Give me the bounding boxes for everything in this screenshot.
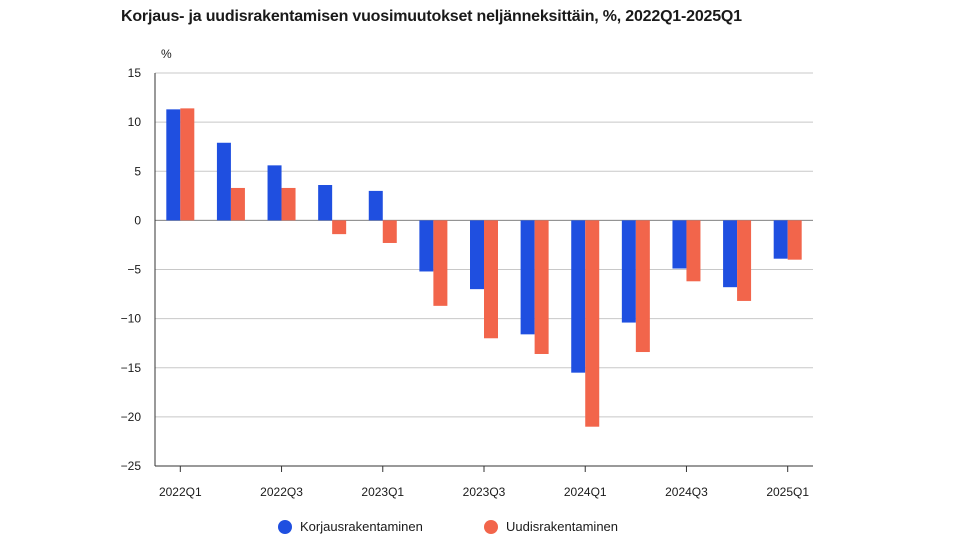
bar-uudisrakentaminen-2023q1 [382, 220, 397, 243]
bar-uudisrakentaminen-2025q1 [787, 220, 802, 260]
legend-item-korjausrakentaminen: Korjausrakentaminen [278, 519, 423, 534]
legend-swatch-korjausrakentaminen [278, 519, 292, 534]
y-tick-label: 10 [128, 115, 142, 129]
bar-korjausrakentaminen-2024q4 [723, 220, 738, 288]
bar-uudisrakentaminen-2022q1 [180, 108, 195, 221]
y-axis-label: % [161, 47, 172, 61]
bars [166, 108, 802, 427]
bar-korjausrakentaminen-2024q2 [621, 220, 636, 323]
y-tick-label: 0 [134, 213, 141, 227]
y-tick-labels: 15 10 5 0 −5 −10 −15 −20 −25 [121, 66, 142, 473]
bar-korjausrakentaminen-2025q1 [773, 220, 788, 259]
y-tick-label: −20 [121, 410, 142, 424]
x-tick-label: 2023Q1 [361, 485, 404, 499]
x-tick-label: 2022Q1 [159, 485, 202, 499]
bar-uudisrakentaminen-2023q2 [433, 220, 448, 306]
legend-swatch-uudisrakentaminen [484, 519, 498, 534]
y-tick-label: −5 [127, 263, 141, 277]
legend-label-uudisrakentaminen: Uudisrakentaminen [506, 519, 619, 534]
bar-uudisrakentaminen-2022q3 [281, 187, 296, 221]
bar-korjausrakentaminen-2022q2 [216, 142, 231, 221]
y-tick-label: −10 [121, 312, 142, 326]
bar-korjausrakentaminen-2023q4 [520, 220, 535, 335]
chart-title: Korjaus- ja uudisrakentamisen vuosimuuto… [121, 8, 742, 25]
x-tick-label: 2025Q1 [766, 485, 809, 499]
x-tick-label: 2023Q3 [463, 485, 506, 499]
bar-uudisrakentaminen-2024q3 [686, 220, 701, 282]
x-tick-label: 2022Q3 [260, 485, 303, 499]
bar-uudisrakentaminen-2024q1 [585, 220, 600, 427]
bar-uudisrakentaminen-2024q4 [737, 220, 752, 301]
legend-item-uudisrakentaminen: Uudisrakentaminen [484, 519, 618, 534]
bar-uudisrakentaminen-2024q2 [635, 220, 650, 353]
bar-uudisrakentaminen-2022q2 [230, 187, 245, 221]
bar-korjausrakentaminen-2022q1 [166, 109, 181, 221]
y-tick-label: 5 [134, 164, 141, 178]
bar-korjausrakentaminen-2022q3 [267, 165, 282, 221]
bar-korjausrakentaminen-2023q3 [470, 220, 484, 290]
bar-korjausrakentaminen-2024q3 [672, 220, 687, 269]
x-tick-labels: 2022Q1 2022Q3 2023Q1 2023Q3 2024Q1 2024Q3 2025… [159, 466, 809, 499]
bar-korjausrakentaminen-2023q2 [419, 220, 434, 272]
bar-korjausrakentaminen-2022q4 [318, 185, 333, 221]
bar-korjausrakentaminen-2023q1 [368, 190, 383, 221]
y-tick-label: 15 [128, 66, 142, 80]
bar-uudisrakentaminen-2023q4 [534, 220, 549, 354]
x-tick-label: 2024Q3 [665, 485, 708, 499]
y-tick-label: −25 [121, 459, 142, 473]
x-tick-label: 2024Q1 [564, 485, 607, 499]
legend-label-korjausrakentaminen: Korjausrakentaminen [300, 519, 423, 534]
y-tick-label: −15 [121, 361, 142, 375]
bar-korjausrakentaminen-2024q1 [571, 220, 586, 373]
bar-uudisrakentaminen-2023q3 [484, 220, 498, 339]
bar-uudisrakentaminen-2022q4 [332, 220, 347, 235]
